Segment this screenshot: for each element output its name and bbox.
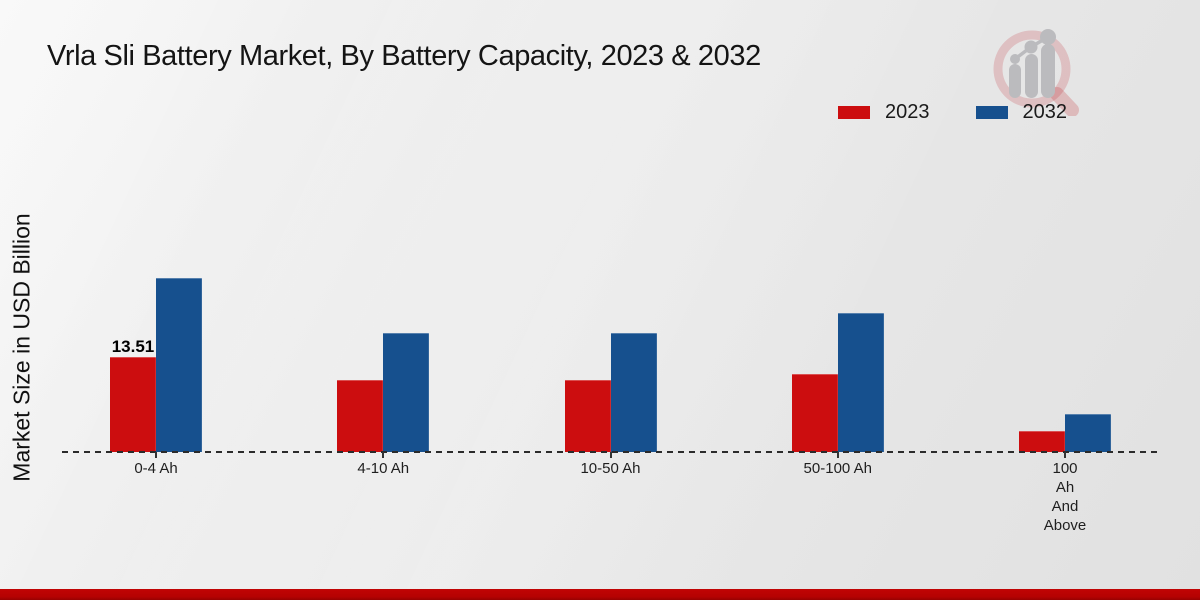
bar-2023-10-50-ah (564, 380, 611, 452)
category-label-100-ah-and-above: 100 Ah And Above (1043, 460, 1087, 534)
category-label-0-4-ah: 0-4 Ah (134, 460, 178, 477)
bar-2032-4-10-ah (383, 333, 430, 452)
bar-value-label: 13.51 (111, 336, 155, 356)
legend-label-2023: 2023 (885, 101, 930, 123)
legend-item-2032: 2032 (975, 101, 1068, 124)
x-axis-tick (609, 452, 612, 458)
category-label-50-100-ah: 50-100 Ah (803, 460, 872, 477)
chart-title: Vrla Sli Battery Market, By Battery Capa… (47, 40, 761, 72)
brand-magnifier-logo-icon (993, 29, 1079, 116)
x-axis-tick (382, 452, 385, 458)
bar-2032-0-4-ah (156, 278, 202, 452)
legend-item-2023: 2023 (838, 101, 930, 124)
bar-2023-100-ah-and-above (1019, 430, 1065, 452)
bottom-accent-bar (0, 589, 1200, 600)
category-label-10-50-ah: 10-50 Ah (580, 460, 641, 477)
category-label-4-10-ah: 4-10 Ah (357, 460, 410, 477)
x-axis-tick (155, 452, 157, 458)
bar-2023-0-4-ah (110, 356, 156, 452)
x-axis-tick (836, 452, 839, 458)
bar-2023-50-100-ah (791, 373, 838, 452)
legend: 2023 2032 (838, 101, 1067, 124)
bar-2032-50-100-ah (837, 312, 884, 452)
legend-label-2032: 2032 (1022, 101, 1068, 123)
legend-swatch-2023 (838, 106, 870, 119)
bar-2032-10-50-ah (610, 333, 657, 452)
x-axis-tick (1064, 452, 1066, 458)
legend-swatch-2032 (975, 106, 1008, 119)
bar-2023-4-10-ah (337, 380, 384, 452)
bar-2032-100-ah-and-above (1065, 414, 1111, 452)
